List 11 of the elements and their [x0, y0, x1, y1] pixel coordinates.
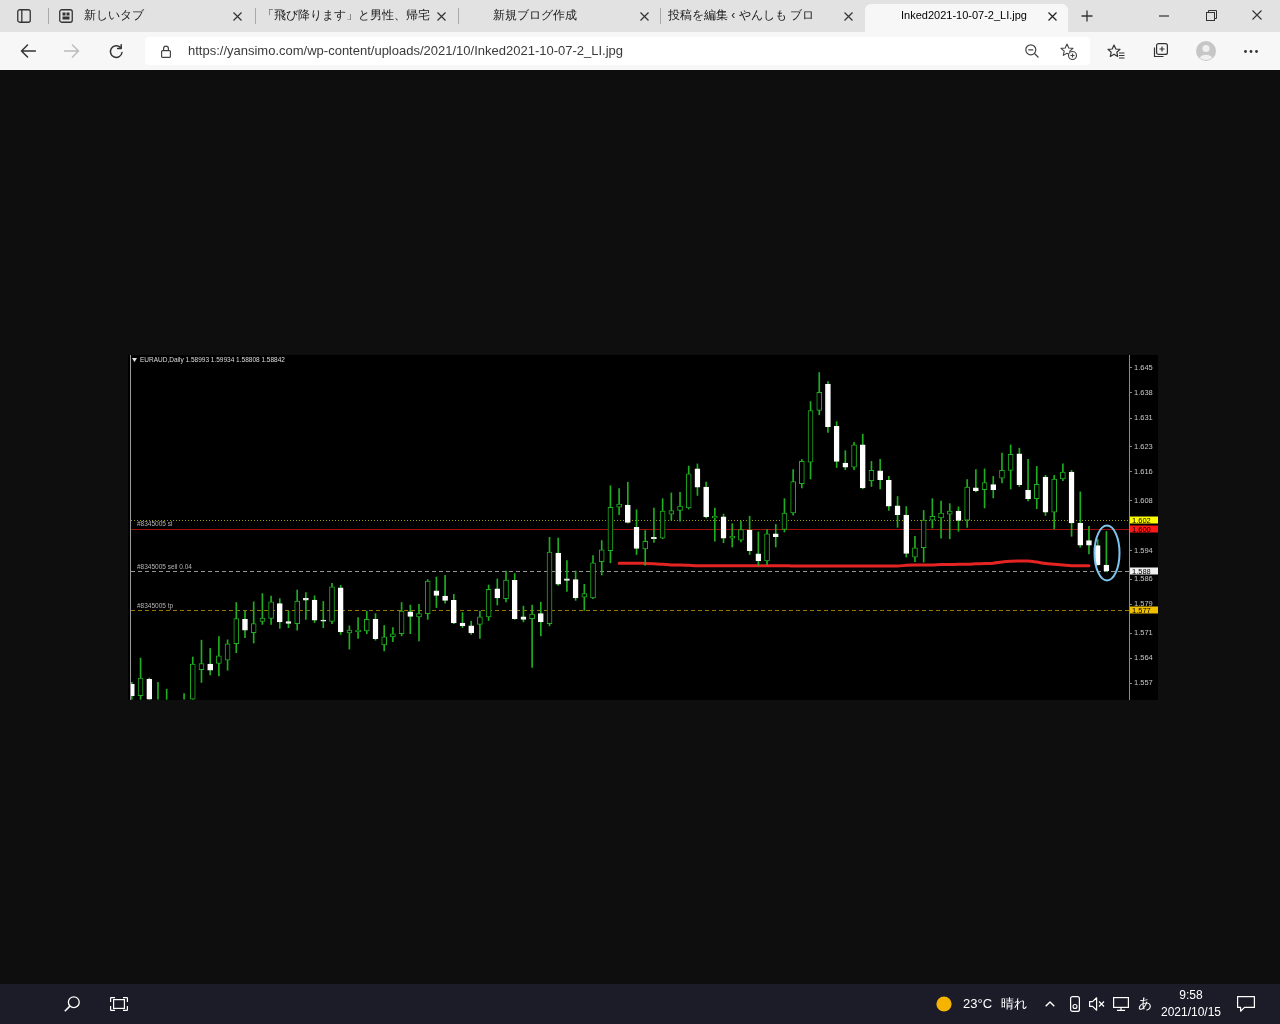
text: https://yansimo.com/wp-content/uploads/2021/10/Inked2021-10-07-2_LI.jpg [188, 43, 624, 59]
text: 新規ブログ作成 [493, 8, 577, 23]
text: あ [1138, 995, 1152, 1012]
text: 新しいタブ [84, 8, 144, 23]
text: 2021/10/15 [1160, 1005, 1222, 1020]
text: 「飛び降ります」と男性、帰宅 [262, 8, 430, 23]
text: 9:58 [1179, 988, 1203, 1003]
text: 投稿を編集 ‹ やんしも ブロ [668, 8, 814, 23]
text: 晴れ [1001, 996, 1027, 1012]
text: 23°C [963, 996, 993, 1012]
text: Inked2021-10-07-2_LI.jpg [901, 9, 1027, 23]
